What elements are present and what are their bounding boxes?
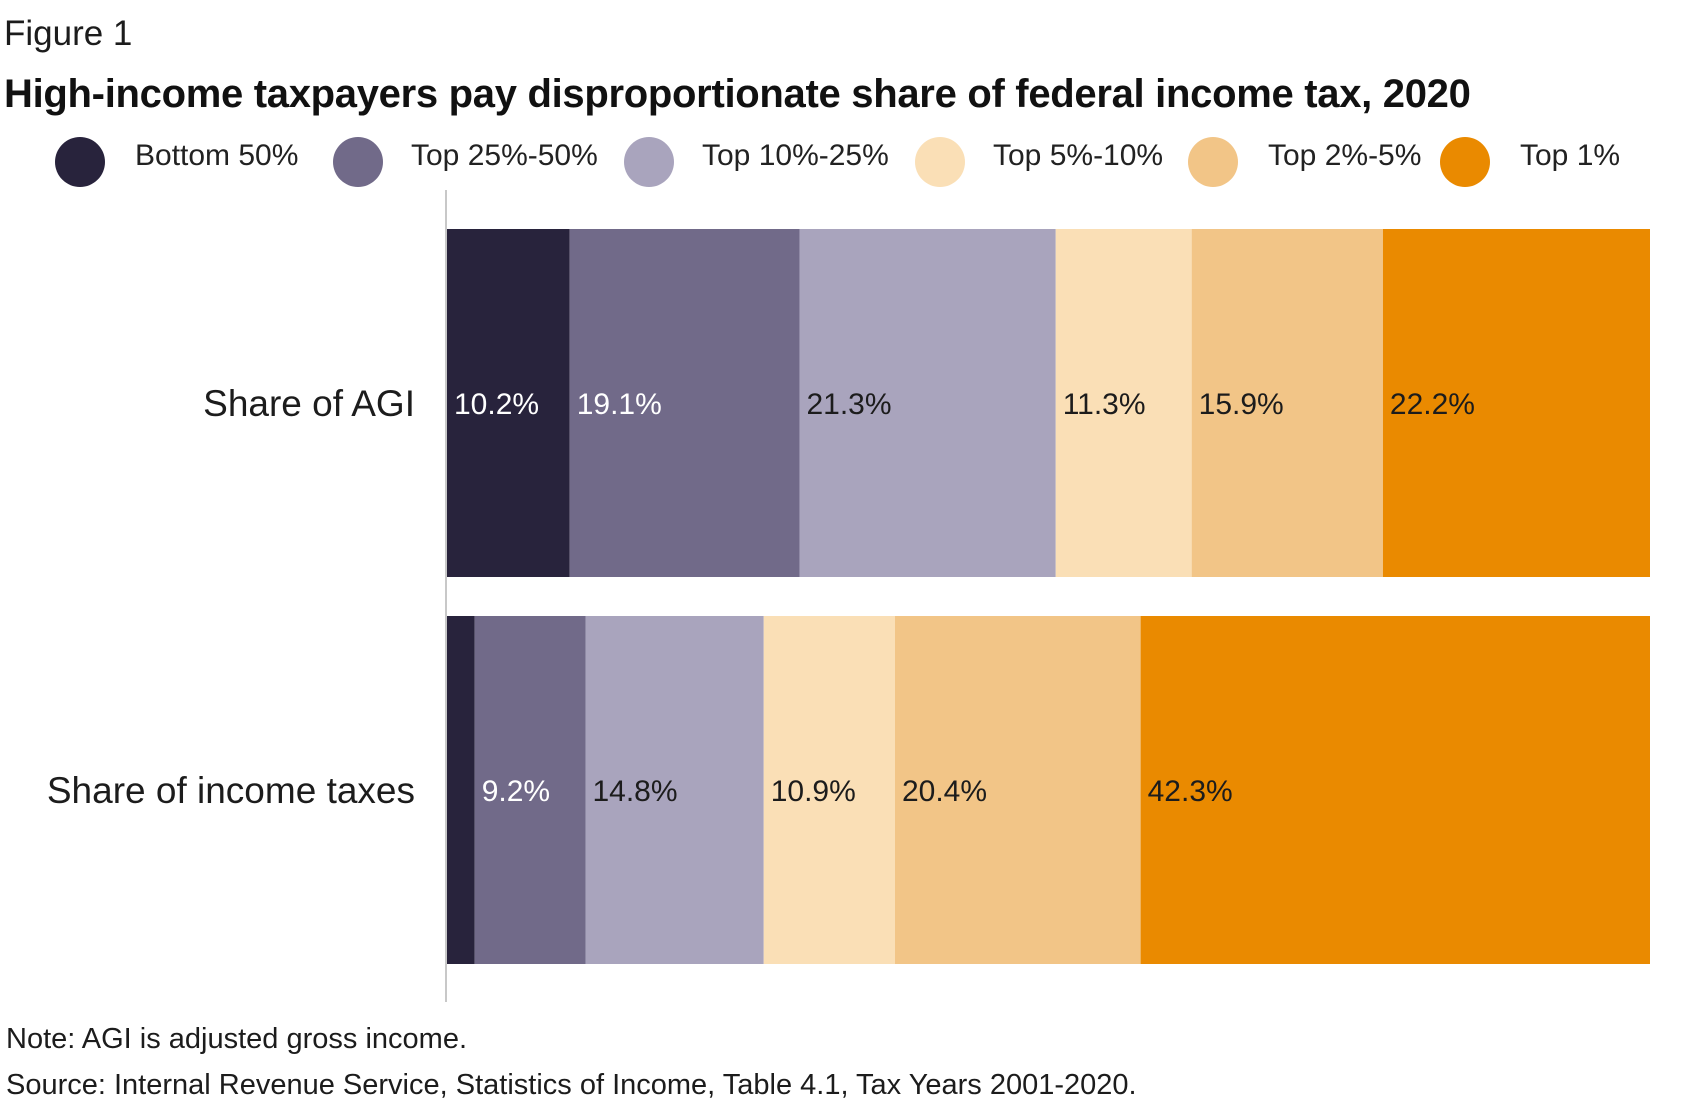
- bar-segment: [1191, 229, 1383, 577]
- data-label: 22.2%: [1390, 388, 1475, 421]
- bar-segment: [585, 616, 764, 964]
- bar-segment: [799, 229, 1056, 577]
- legend-label-top-2-5: Top 2%-5%: [1268, 139, 1422, 172]
- legend-label-top-25-50: Top 25%-50%: [411, 139, 598, 172]
- bar-segment: [763, 616, 895, 964]
- data-label: 14.8%: [592, 775, 677, 808]
- data-label: 21.3%: [806, 388, 891, 421]
- legend-label-bottom-50: Bottom 50%: [135, 139, 299, 172]
- bar-segment: [894, 616, 1141, 964]
- bar-segment: [569, 229, 800, 577]
- legend-swatch-top-5-10: [915, 137, 965, 187]
- legend-swatch-top-10-25: [624, 137, 674, 187]
- chart-title: High-income taxpayers pay disproportiona…: [4, 72, 1471, 116]
- legend: Bottom 50% Top 25%-50% Top 10%-25% Top 5…: [0, 126, 1695, 196]
- legend-swatch-top-25-50: [333, 137, 383, 187]
- legend-swatch-bottom-50: [55, 137, 105, 187]
- figure-label: Figure 1: [4, 14, 133, 53]
- data-label: 10.9%: [771, 775, 856, 808]
- category-label: Share of income taxes: [47, 770, 415, 811]
- bar-segment: [1382, 229, 1650, 577]
- legend-swatch-top-1: [1440, 137, 1490, 187]
- data-label: 11.3%: [1063, 388, 1146, 421]
- legend-label-top-10-25: Top 10%-25%: [702, 139, 889, 172]
- category-label: Share of AGI: [203, 383, 415, 424]
- legend-swatch-top-2-5: [1188, 137, 1238, 187]
- bar-segment: [1140, 616, 1650, 964]
- data-label: 9.2%: [482, 775, 550, 808]
- data-label: 15.9%: [1199, 388, 1284, 421]
- bar-segment: [1055, 229, 1192, 577]
- data-label: 42.3%: [1148, 775, 1233, 808]
- legend-label-top-5-10: Top 5%-10%: [993, 139, 1164, 172]
- bar-segment: [447, 229, 570, 577]
- legend-label-top-1: Top 1%: [1520, 139, 1621, 172]
- bar-segment: [447, 616, 475, 964]
- data-label: 19.1%: [577, 388, 662, 421]
- data-label: 10.2%: [454, 388, 539, 421]
- bar-segment: [474, 616, 586, 964]
- chart-source: Source: Internal Revenue Service, Statis…: [6, 1069, 1137, 1101]
- data-label: 20.4%: [902, 775, 987, 808]
- chart-note: Note: AGI is adjusted gross income.: [6, 1023, 467, 1055]
